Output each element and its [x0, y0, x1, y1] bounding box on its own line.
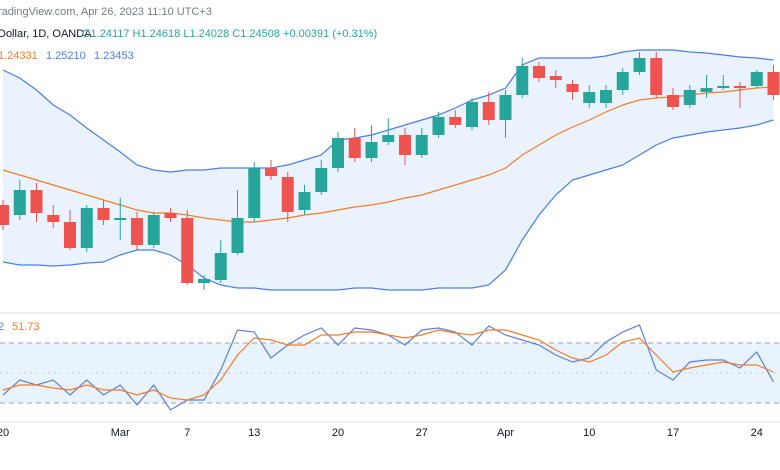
candle-body: [298, 192, 311, 210]
candle-body: [181, 218, 194, 283]
candle-body: [231, 218, 244, 253]
candle-body: [683, 90, 696, 105]
candle-body: [47, 215, 60, 222]
candle-body: [566, 84, 579, 92]
candle-body: [650, 58, 663, 95]
candle-body: [265, 168, 277, 176]
candle-body: [332, 138, 344, 168]
candle-body: [315, 168, 328, 192]
x-tick-label: 24: [751, 427, 763, 439]
osc-line: [2, 329, 774, 401]
candle-body: [97, 208, 110, 220]
x-tick-label: 13: [248, 427, 260, 439]
candle-body: [164, 213, 177, 218]
candle-body: [147, 215, 160, 245]
ohlc-label: O1.24117 H1.24618 L1.24028 C1.24508 +0.0…: [82, 28, 377, 40]
candle-body: [30, 190, 43, 213]
candle-body: [281, 177, 294, 212]
x-tick-label: 20: [332, 427, 344, 439]
candle-body: [633, 58, 646, 72]
band-fill: [3, 50, 774, 290]
x-tick-label: Apr: [497, 427, 514, 439]
overlay-line: [2, 119, 774, 291]
candle-body: [365, 142, 378, 158]
candle-body: [750, 72, 763, 86]
plot-layer: 1.24331 1.25210 1.23453 2 51.73 20 Mar 7 13 20 27 A…: [0, 49, 780, 439]
candle-body: [0, 205, 9, 225]
candle-body: [399, 135, 411, 155]
osc-legend-value: 2: [0, 321, 4, 333]
x-tick-label: Mar: [111, 427, 130, 439]
indicator-value: 1.24331: [0, 50, 38, 62]
candle-body: [583, 92, 596, 103]
candle-body: [734, 86, 746, 88]
candle-body: [114, 218, 127, 220]
candle-body: [80, 208, 93, 248]
candle-body: [600, 90, 612, 103]
overlay-line: [2, 86, 774, 223]
candle-body: [533, 66, 545, 78]
candle-body: [482, 102, 495, 120]
osc-legend-value: 51.73: [12, 321, 40, 333]
candle-body: [64, 222, 76, 248]
candle-body: [13, 190, 26, 215]
candle-body: [248, 168, 261, 218]
candle-body: [667, 95, 679, 107]
x-tick-label: 10: [583, 427, 595, 439]
candle-body: [432, 117, 445, 135]
candle-body: [767, 72, 780, 95]
candle-body: [466, 102, 478, 127]
candle-body: [214, 253, 227, 280]
x-tick-label: 27: [416, 427, 428, 439]
candle-body: [717, 86, 730, 88]
candle-body: [131, 218, 143, 245]
x-tick-label: 7: [184, 427, 190, 439]
candle-body: [549, 76, 562, 80]
indicator-value: 1.25210: [46, 50, 86, 62]
symbol-title: Dollar, 1D, OANDA: [0, 28, 92, 40]
x-tick-label: 20: [0, 427, 9, 439]
candle-body: [198, 279, 210, 283]
source-line: radingView.com, Apr 26, 2023 11:10 UTC+3: [0, 6, 212, 18]
candle-body: [516, 66, 529, 95]
candle-body: [449, 117, 462, 125]
candle-body: [348, 138, 361, 158]
candle-body: [415, 135, 428, 155]
candle-body: [616, 72, 629, 90]
x-tick-label: 17: [667, 427, 679, 439]
indicator-value: 1.23453: [94, 50, 134, 62]
candle-body: [499, 95, 512, 120]
candle-body: [382, 135, 395, 142]
candle-body: [700, 88, 713, 92]
